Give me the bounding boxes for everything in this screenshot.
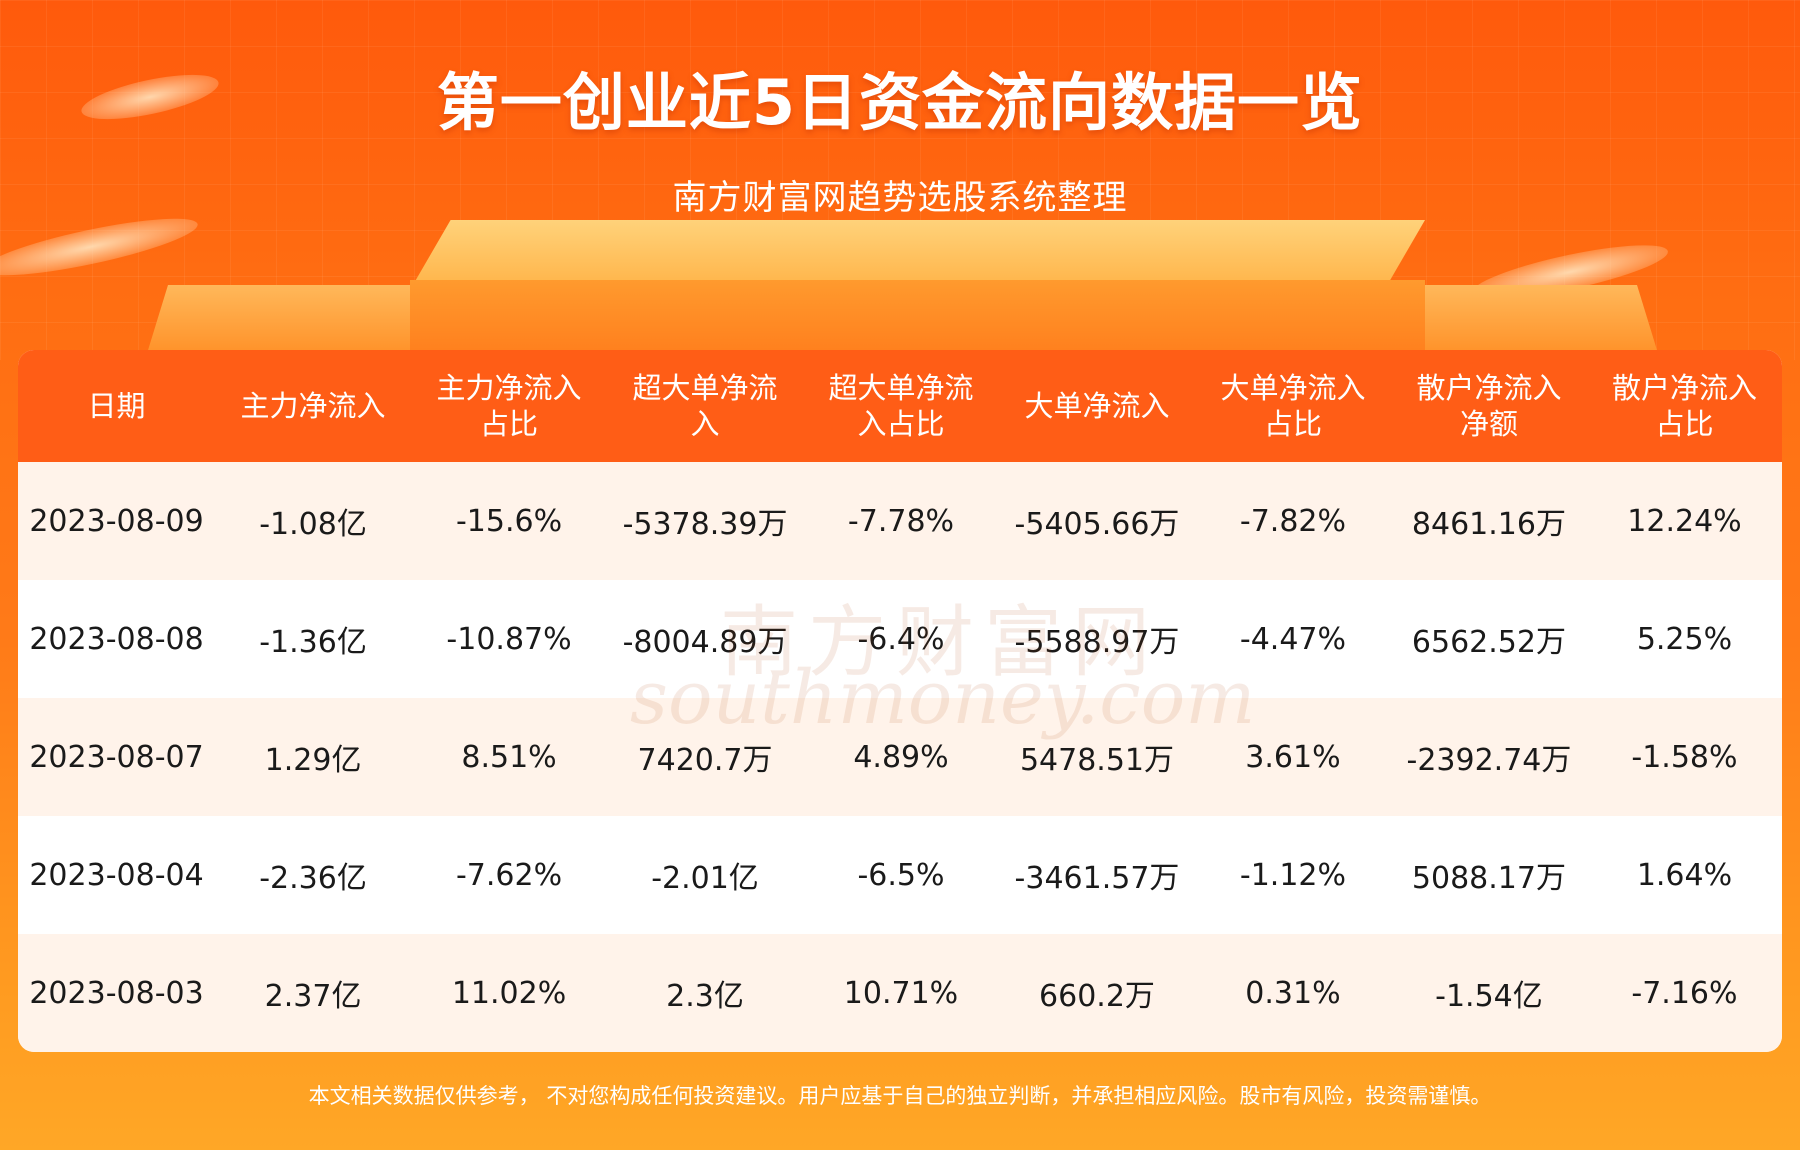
column-header-large-net-inflow: 大单净流入 bbox=[998, 350, 1195, 462]
fund-flow-table: 日期 主力净流入 主力净流入 占比 超大单净流入 超大单净流 入占比 大单净流入 大… bbox=[18, 350, 1782, 1052]
cell-retail-net-inflow: 5088.17万 bbox=[1390, 816, 1587, 934]
cell-large-net-inflow-ratio: 0.31% bbox=[1194, 934, 1391, 1052]
cell-large-net-inflow-ratio: 3.61% bbox=[1194, 698, 1391, 816]
cell-retail-net-inflow-ratio: 1.64% bbox=[1586, 816, 1782, 934]
cell-super-large-net-inflow: -5378.39万 bbox=[607, 462, 803, 580]
table-row: 2023-08-07 1.29亿 8.51% 7420.7万 4.89% 547… bbox=[18, 698, 1782, 816]
column-header-large-net-inflow-ratio: 大单净流入 占比 bbox=[1194, 350, 1391, 462]
table-header-row: 日期 主力净流入 主力净流入 占比 超大单净流入 超大单净流 入占比 大单净流入 大… bbox=[18, 350, 1782, 462]
fund-flow-table-card: 日期 主力净流入 主力净流入 占比 超大单净流入 超大单净流 入占比 大单净流入 大… bbox=[18, 350, 1782, 1052]
cell-main-net-inflow: 1.29亿 bbox=[215, 698, 412, 816]
column-header-super-large-net-inflow-ratio: 超大单净流 入占比 bbox=[803, 350, 999, 462]
cell-large-net-inflow: -5588.97万 bbox=[998, 580, 1195, 698]
column-header-super-large-net-inflow: 超大单净流入 bbox=[607, 350, 803, 462]
cell-main-net-inflow: 2.37亿 bbox=[215, 934, 412, 1052]
cell-retail-net-inflow: -2392.74万 bbox=[1390, 698, 1587, 816]
cell-date: 2023-08-04 bbox=[18, 816, 216, 934]
cell-date: 2023-08-09 bbox=[18, 462, 216, 580]
disclaimer-text: 本文相关数据仅供参考， 不对您构成任何投资建议。用户应基于自己的独立判断，并承担… bbox=[308, 1084, 1492, 1108]
cell-main-net-inflow-ratio: -15.6% bbox=[411, 462, 608, 580]
cell-retail-net-inflow-ratio: -1.58% bbox=[1586, 698, 1782, 816]
cell-main-net-inflow-ratio: 11.02% bbox=[411, 934, 608, 1052]
cell-super-large-net-inflow: 2.3亿 bbox=[607, 934, 803, 1052]
cell-retail-net-inflow: -1.54亿 bbox=[1390, 934, 1587, 1052]
table-row: 2023-08-03 2.37亿 11.02% 2.3亿 10.71% 660.… bbox=[18, 934, 1782, 1052]
table-row: 2023-08-04 -2.36亿 -7.62% -2.01亿 -6.5% -3… bbox=[18, 816, 1782, 934]
table-row: 2023-08-09 -1.08亿 -15.6% -5378.39万 -7.78… bbox=[18, 462, 1782, 580]
cell-large-net-inflow: -5405.66万 bbox=[998, 462, 1195, 580]
cell-large-net-inflow: 660.2万 bbox=[998, 934, 1195, 1052]
column-header-main-net-inflow-ratio: 主力净流入 占比 bbox=[411, 350, 608, 462]
cell-main-net-inflow-ratio: -7.62% bbox=[411, 816, 608, 934]
cell-retail-net-inflow-ratio: 5.25% bbox=[1586, 580, 1782, 698]
cell-date: 2023-08-03 bbox=[18, 934, 216, 1052]
decor-stage-center-top bbox=[410, 220, 1425, 290]
cell-date: 2023-08-08 bbox=[18, 580, 216, 698]
cell-main-net-inflow: -1.08亿 bbox=[215, 462, 412, 580]
page-title: 第一创业近5日资金流向数据一览 bbox=[436, 66, 1364, 139]
cell-large-net-inflow-ratio: -1.12% bbox=[1194, 816, 1391, 934]
cell-main-net-inflow: -2.36亿 bbox=[215, 816, 412, 934]
table-row: 2023-08-08 -1.36亿 -10.87% -8004.89万 -6.4… bbox=[18, 580, 1782, 698]
cell-large-net-inflow-ratio: -4.47% bbox=[1194, 580, 1391, 698]
cell-retail-net-inflow-ratio: -7.16% bbox=[1586, 934, 1782, 1052]
column-header-main-net-inflow: 主力净流入 bbox=[215, 350, 412, 462]
decor-stage-center-face bbox=[410, 280, 1425, 360]
column-header-retail-net-inflow: 散户净流入 净额 bbox=[1390, 350, 1587, 462]
cell-super-large-net-inflow-ratio: -7.78% bbox=[803, 462, 999, 580]
cell-super-large-net-inflow-ratio: -6.5% bbox=[803, 816, 999, 934]
cell-super-large-net-inflow: -2.01亿 bbox=[607, 816, 803, 934]
page-subtitle: 南方财富网趋势选股系统整理 bbox=[672, 178, 1128, 218]
cell-main-net-inflow: -1.36亿 bbox=[215, 580, 412, 698]
cell-super-large-net-inflow-ratio: 10.71% bbox=[803, 934, 999, 1052]
column-header-date: 日期 bbox=[18, 350, 216, 462]
cell-retail-net-inflow: 8461.16万 bbox=[1390, 462, 1587, 580]
cell-date: 2023-08-07 bbox=[18, 698, 216, 816]
cell-large-net-inflow-ratio: -7.82% bbox=[1194, 462, 1391, 580]
column-header-retail-net-inflow-ratio: 散户净流入 占比 bbox=[1586, 350, 1782, 462]
cell-main-net-inflow-ratio: -10.87% bbox=[411, 580, 608, 698]
cell-retail-net-inflow: 6562.52万 bbox=[1390, 580, 1587, 698]
cell-super-large-net-inflow: -8004.89万 bbox=[607, 580, 803, 698]
cell-retail-net-inflow-ratio: 12.24% bbox=[1586, 462, 1782, 580]
cell-super-large-net-inflow-ratio: 4.89% bbox=[803, 698, 999, 816]
cell-super-large-net-inflow: 7420.7万 bbox=[607, 698, 803, 816]
cell-main-net-inflow-ratio: 8.51% bbox=[411, 698, 608, 816]
cell-super-large-net-inflow-ratio: -6.4% bbox=[803, 580, 999, 698]
cell-large-net-inflow: 5478.51万 bbox=[998, 698, 1195, 816]
cell-large-net-inflow: -3461.57万 bbox=[998, 816, 1195, 934]
